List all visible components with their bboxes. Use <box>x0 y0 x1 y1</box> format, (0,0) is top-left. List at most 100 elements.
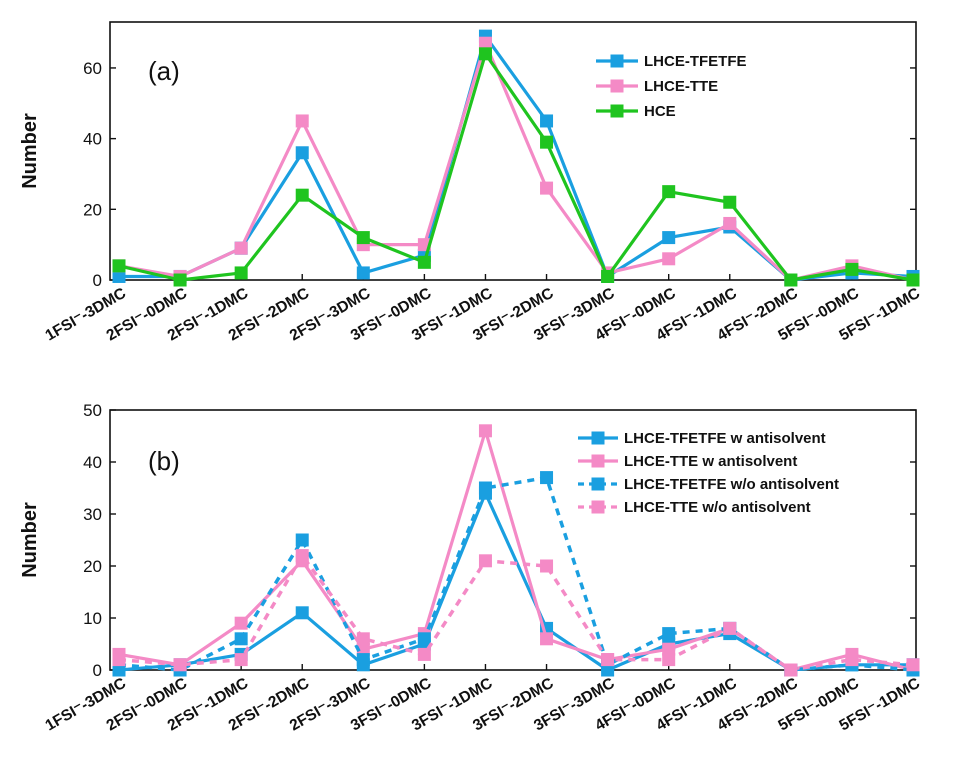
data-point <box>662 642 676 656</box>
legend-item: HCE <box>596 103 676 120</box>
data-point <box>295 533 309 547</box>
legend-label: HCE <box>644 103 676 120</box>
data-point <box>417 632 431 646</box>
legend-marker <box>591 431 605 445</box>
y-axis-label: Number <box>19 502 41 578</box>
data-point <box>112 259 126 273</box>
series-line <box>118 52 914 282</box>
legend-label: LHCE-TTE w antisolvent <box>624 453 797 470</box>
data-point <box>478 554 492 568</box>
y-tick-label: 0 <box>93 271 102 290</box>
y-tick-label: 30 <box>83 505 102 524</box>
series-0 <box>112 29 920 287</box>
data-point <box>540 114 554 128</box>
data-point <box>478 481 492 495</box>
series-1 <box>112 36 920 287</box>
legend-marker <box>591 477 605 491</box>
data-point <box>478 36 492 50</box>
data-point <box>540 471 554 485</box>
data-point <box>662 231 676 245</box>
data-point <box>662 653 676 667</box>
data-point <box>112 269 126 283</box>
data-point <box>723 621 737 635</box>
data-point <box>234 241 248 255</box>
y-tick-label: 0 <box>93 661 102 680</box>
data-point <box>540 135 554 149</box>
data-point <box>112 653 126 667</box>
data-point <box>295 188 309 202</box>
data-point <box>356 653 370 667</box>
data-point <box>173 658 187 672</box>
data-point <box>234 616 248 630</box>
legend-item: LHCE-TTE w antisolvent <box>578 453 797 470</box>
legend-marker <box>610 54 624 68</box>
y-tick-label: 60 <box>83 59 102 78</box>
panel-label: (a) <box>148 56 180 86</box>
data-point <box>540 559 554 573</box>
data-point <box>478 47 492 61</box>
y-tick-label: 10 <box>83 609 102 628</box>
data-point <box>478 424 492 438</box>
y-tick-label: 50 <box>83 401 102 420</box>
data-point <box>723 216 737 230</box>
chart-panel-a: 02040601FSI⁻-3DMC2FSI⁻-0DMC2FSI⁻-1DMC2FS… <box>19 21 923 344</box>
legend-label: LHCE-TFETFE <box>644 53 747 70</box>
legend-marker <box>610 104 624 118</box>
data-point <box>295 114 309 128</box>
data-point <box>417 255 431 269</box>
data-point <box>662 627 676 641</box>
data-point <box>906 658 920 672</box>
data-point <box>845 653 859 667</box>
data-point <box>662 185 676 199</box>
data-point <box>784 273 798 287</box>
legend-item: LHCE-TFETFE w antisolvent <box>578 430 826 447</box>
series-1 <box>112 424 920 677</box>
data-point <box>662 252 676 266</box>
series-2 <box>112 47 920 287</box>
legend-label: LHCE-TFETFE w/o antisolvent <box>624 476 839 493</box>
data-point <box>784 663 798 677</box>
data-point <box>234 266 248 280</box>
y-tick-label: 40 <box>83 453 102 472</box>
series-line <box>118 41 914 282</box>
legend-marker <box>591 500 605 514</box>
series-3 <box>112 549 920 677</box>
data-point <box>906 273 920 287</box>
y-tick-label: 40 <box>83 130 102 149</box>
y-axis-label: Number <box>19 113 41 189</box>
panel-label: (b) <box>148 446 180 476</box>
data-point <box>417 647 431 661</box>
data-point <box>356 266 370 280</box>
plot-frame <box>109 21 917 281</box>
y-tick-label: 20 <box>83 557 102 576</box>
chart-panel-b: 010203040501FSI⁻-3DMC2FSI⁻-0DMC2FSI⁻-1DM… <box>19 401 923 734</box>
data-point <box>295 146 309 160</box>
legend-label: LHCE-TTE w/o antisolvent <box>624 499 811 516</box>
data-point <box>295 549 309 563</box>
data-point <box>540 632 554 646</box>
y-tick-label: 20 <box>83 200 102 219</box>
legend-item: LHCE-TFETFE <box>596 53 747 70</box>
legend-label: LHCE-TTE <box>644 78 718 95</box>
data-point <box>234 653 248 667</box>
legend-marker <box>610 79 624 93</box>
data-point <box>173 273 187 287</box>
data-point <box>234 632 248 646</box>
data-point <box>356 632 370 646</box>
data-point <box>295 606 309 620</box>
data-point <box>356 642 370 656</box>
series-line <box>118 553 914 672</box>
legend-item: LHCE-TTE w/o antisolvent <box>578 499 811 516</box>
legend-marker <box>591 454 605 468</box>
data-point <box>845 262 859 276</box>
data-point <box>540 181 554 195</box>
data-point <box>601 269 615 283</box>
data-point <box>356 231 370 245</box>
legend-label: LHCE-TFETFE w antisolvent <box>624 430 826 447</box>
legend-item: LHCE-TFETFE w/o antisolvent <box>578 476 839 493</box>
data-point <box>601 653 615 667</box>
data-point <box>723 195 737 209</box>
legend-item: LHCE-TTE <box>596 78 718 95</box>
plot-frame <box>109 409 917 671</box>
